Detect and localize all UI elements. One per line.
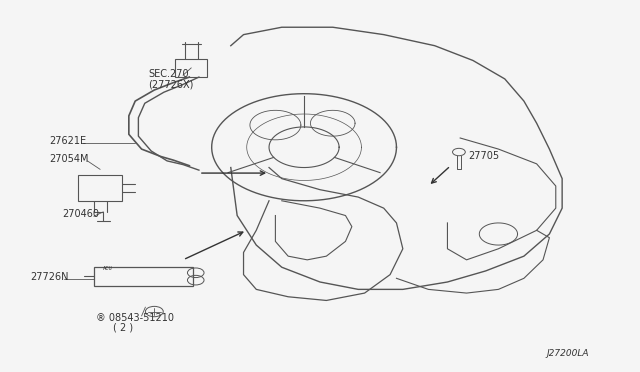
Text: 27054M: 27054M	[49, 154, 89, 164]
Text: 270460: 270460	[62, 209, 99, 219]
Text: ACU: ACU	[103, 266, 113, 271]
Text: ® 08543-51210: ® 08543-51210	[96, 313, 173, 323]
Text: (27726X): (27726X)	[148, 79, 193, 89]
Bar	[94, 267, 193, 286]
Bar	[175, 59, 207, 77]
Text: 27726N: 27726N	[30, 272, 68, 282]
Text: ( 2 ): ( 2 )	[113, 323, 133, 333]
Text: 27705: 27705	[468, 151, 499, 161]
Text: 27621E: 27621E	[49, 135, 86, 145]
Bar	[78, 175, 122, 201]
Text: J27200LA: J27200LA	[546, 349, 589, 358]
Text: SEC.270: SEC.270	[148, 69, 189, 79]
